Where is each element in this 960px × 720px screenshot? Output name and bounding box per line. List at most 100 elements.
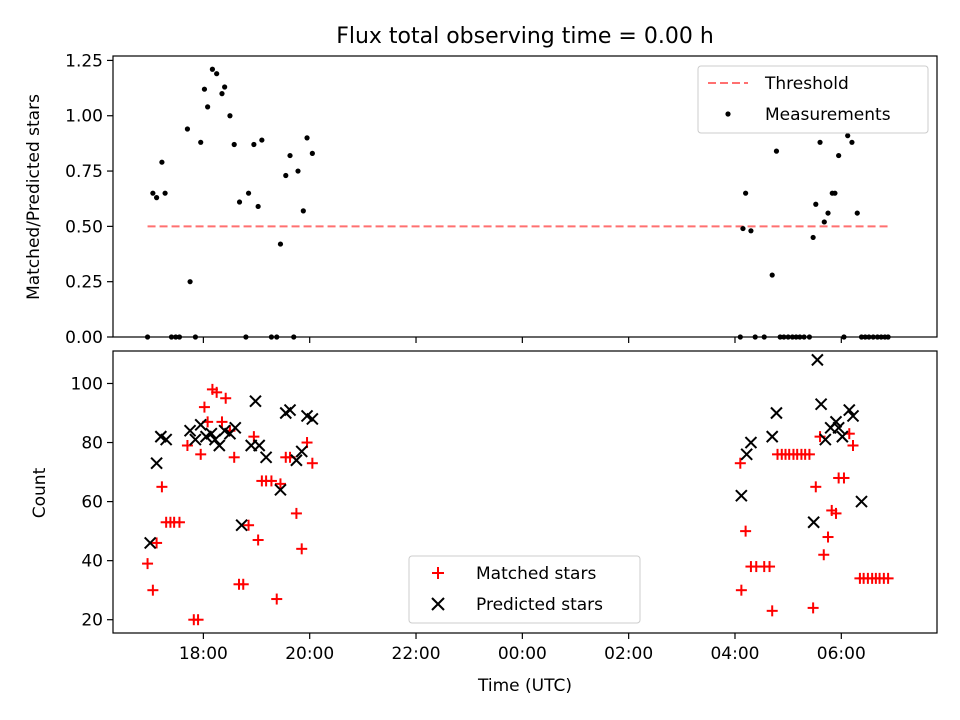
measurement-point [813,201,819,207]
predicted-star-point [144,536,157,550]
bottom-plot-area [142,353,894,626]
predicted-star-point [807,516,820,529]
measurement-point [201,86,208,92]
y-tick-label: 1.00 [65,107,103,127]
matched-star-point [734,457,746,469]
predicted-star-point [283,403,297,417]
predicted-legend-swatch [431,597,445,611]
y-tick-label: 0.50 [65,217,103,237]
measurement-point [287,152,293,159]
measurement-point [295,168,301,174]
matched-star-point [265,475,277,487]
measurement-point [184,126,191,132]
bottom-x-ticks: 18:00 20:00 22:00 00:00 02:00 04:00 06:00 [179,633,866,664]
x-tick-label: 00:00 [498,644,547,664]
figure-title: Flux total observing time = 0.00 h [336,24,714,49]
matched-star-point [156,481,168,493]
matched-star-point [192,614,204,626]
matched-star-point [764,561,776,573]
predicted-star-point [159,433,173,446]
matched-legend-label: Matched stars [476,564,596,584]
matched-star-point [807,602,819,614]
y-tick-label: 1.25 [65,51,103,71]
y-tick-label: 80 [81,434,103,454]
measurement-point [769,272,775,278]
predicted-star-point [229,421,242,434]
matched-star-point [735,584,747,596]
matched-star-point [195,448,207,460]
measurement-point [255,203,261,210]
predicted-star-point [846,409,860,423]
y-tick-label: 60 [81,493,103,513]
bottom-panel: 20 40 60 80 100 18:00 20:00 22:00 00:00 02:00 04:… [30,350,938,696]
measurement-point [219,91,225,97]
matched-star-point [252,534,264,546]
measurement-point [810,234,816,241]
y-tick-label: 40 [81,552,103,572]
matched-star-point [142,558,154,570]
bottom-y-axis-label: Count [30,467,50,518]
matched-star-point [306,457,318,469]
predicted-star-point [290,454,303,467]
measurement-point [277,241,284,247]
y-tick-label: 20 [81,611,103,631]
bottom-x-axis-label: Time (UTC) [477,676,572,696]
measurement-point [836,152,842,159]
matched-star-point [198,401,210,413]
measurement-point [773,148,780,154]
predicted-star-point [735,489,748,502]
matched-star-point [822,531,834,543]
predicted-star-point [252,439,266,452]
measurement-point [222,84,228,90]
matched-star-point [882,572,894,584]
matched-star-point [803,448,815,460]
measurement-point [198,139,204,145]
matched-legend-swatch [432,567,444,579]
matched-star-point [290,507,302,519]
predicted-star-point [855,495,868,508]
y-tick-label: 0.25 [65,273,103,293]
measurement-point [245,190,252,196]
measurement-point [817,139,823,145]
x-tick-label: 18:00 [179,644,228,664]
measurement-point [236,199,243,205]
predicted-star-point [274,483,287,496]
measurement-point [150,190,156,196]
predicted-star-point [208,433,222,446]
predicted-star-point [836,430,849,443]
top-legend-box [697,65,929,134]
predicted-star-point [819,433,832,446]
predicted-star-point [306,412,319,426]
predicted-star-point [770,406,783,420]
top-legend: Threshold Measurements [697,65,929,134]
measurement-point [832,190,838,196]
bottom-axes-frame [112,350,938,634]
bottom-legend-box [408,555,641,624]
bottom-legend: Matched stars Predicted stars [408,555,641,624]
matched-star-point [237,578,249,590]
measurement-point [845,133,851,139]
measurement-point [740,225,746,232]
measurement-point [854,210,860,216]
bottom-y-ticks: 20 40 60 80 100 [71,374,113,631]
matched-star-point [271,593,283,605]
measurement-point [162,190,168,196]
top-axes-frame [112,55,938,338]
measurement-point [283,172,289,179]
predicted-star-point [814,397,828,411]
measurement-point [849,139,855,145]
matched-star-point [220,392,232,404]
predicted-star-point [205,427,218,440]
matched-star-point [228,451,240,463]
predicted-star-point [150,457,163,470]
measurement-point [300,208,306,214]
measurement-point [743,190,749,196]
matched-star-point [838,472,850,484]
predicted-star-point [183,424,197,437]
matched-star-point [211,386,223,398]
matched-star-point [766,605,778,617]
predicted-star-point [295,445,308,458]
matched-star-point [847,439,859,451]
predicted-legend-label: Predicted stars [476,595,603,615]
